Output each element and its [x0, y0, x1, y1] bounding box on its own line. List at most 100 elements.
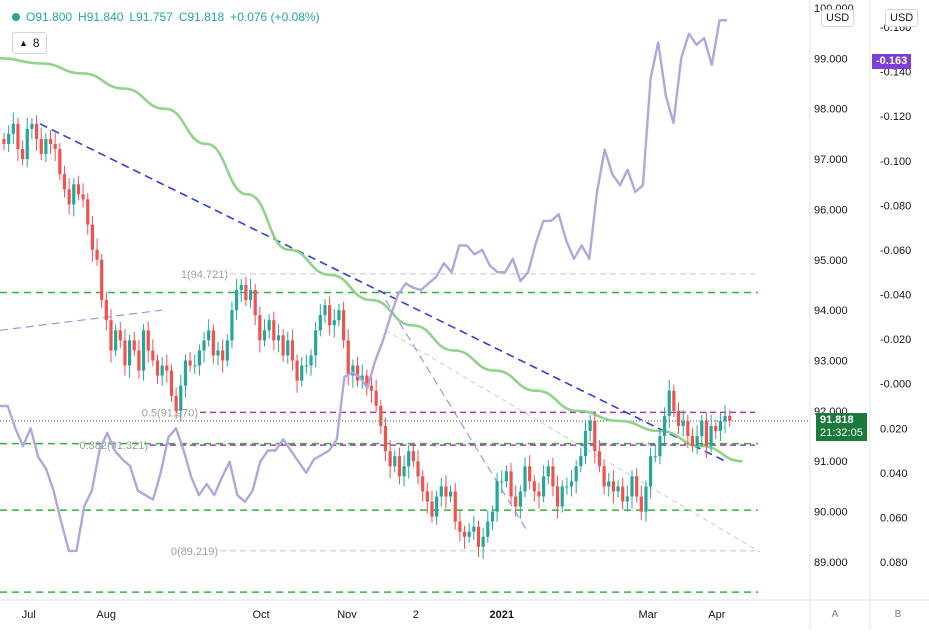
candle-body	[244, 284, 248, 301]
candle	[137, 339, 141, 379]
candle	[379, 399, 383, 435]
candle	[579, 447, 583, 473]
candle-body	[593, 420, 597, 452]
candle	[197, 344, 201, 376]
candle	[597, 440, 602, 473]
candle-body	[21, 149, 25, 160]
candle	[718, 412, 722, 442]
candle-body	[332, 320, 336, 326]
candle-body	[174, 395, 178, 411]
right-currency-badge[interactable]: USD	[885, 9, 919, 27]
candle-body	[528, 466, 532, 482]
candle-body	[630, 476, 634, 497]
candle	[416, 450, 420, 485]
ohlc-legend: O91.800 H91.840 L91.757 C91.818 +0.076 (…	[8, 6, 324, 28]
secondary-scale-button[interactable]: B	[894, 608, 902, 620]
fib-level-label: 1(94.721)	[181, 269, 228, 281]
left-currency-badge[interactable]: USD	[821, 9, 855, 27]
time-tick-label: 2	[413, 609, 419, 621]
candle-body	[402, 466, 406, 477]
candle-body	[44, 138, 48, 155]
candle-body	[253, 290, 257, 316]
candle	[211, 324, 215, 364]
candle	[500, 470, 504, 494]
candle-body	[709, 425, 713, 447]
candle-body	[555, 486, 560, 507]
candle	[221, 339, 225, 373]
price-tick-label: 95.000	[814, 255, 848, 267]
price-tick-label: 96.000	[814, 204, 848, 216]
trend-line-faint	[385, 329, 761, 553]
candle-body	[421, 476, 425, 492]
candle-body	[644, 486, 648, 512]
spread-tick-label: -0.080	[880, 200, 911, 212]
candle-body	[272, 320, 276, 341]
candle-body	[225, 340, 229, 361]
candle	[658, 430, 662, 465]
candle	[490, 505, 495, 530]
candle	[207, 319, 211, 347]
candle	[155, 354, 160, 384]
candle-body	[667, 390, 671, 416]
candle-body	[653, 456, 657, 458]
candle	[560, 480, 564, 513]
candle-body	[565, 486, 569, 488]
change-value: +0.076 (+0.08%)	[230, 10, 320, 24]
auto-scale-button[interactable]: A	[831, 608, 839, 620]
candle-body	[407, 451, 411, 467]
low-value: L91.757	[129, 10, 173, 24]
candle-body	[635, 476, 639, 497]
candle	[300, 356, 304, 387]
candle	[546, 460, 550, 485]
candle-body	[546, 466, 550, 477]
candle-body	[435, 496, 439, 517]
candle-body	[560, 486, 564, 507]
candle	[67, 178, 71, 215]
candle	[295, 354, 299, 393]
candle-body	[132, 340, 136, 351]
spread-tick-label: -0.140	[880, 67, 911, 79]
candle	[462, 525, 467, 549]
candle	[314, 321, 318, 368]
candle	[160, 356, 164, 386]
candle-body	[211, 330, 215, 356]
candle-body	[690, 436, 695, 447]
interval-selector[interactable]: ▲ 8	[12, 32, 47, 54]
candle	[109, 309, 113, 363]
candle	[514, 485, 518, 517]
candle-body	[700, 420, 704, 437]
candle	[528, 455, 532, 490]
candle	[723, 404, 727, 434]
candle-body	[104, 300, 108, 321]
candle-body	[574, 466, 578, 482]
candle	[76, 175, 81, 201]
candle-body	[495, 481, 499, 512]
spread-tick-label: 0.040	[880, 468, 908, 480]
candle-body	[86, 199, 90, 225]
candle	[244, 276, 248, 307]
candle-body	[183, 360, 188, 386]
candle-body	[476, 526, 481, 547]
candle	[714, 419, 718, 440]
candle-body	[216, 350, 220, 356]
candle	[504, 465, 509, 488]
candle-body	[649, 456, 653, 487]
candle	[695, 424, 699, 455]
trend-line-secondary	[385, 299, 529, 533]
spread-tick-label: -0.000	[880, 379, 911, 391]
candle-body	[100, 259, 104, 301]
spread-tick-label: 0.080	[880, 557, 908, 569]
candle	[58, 142, 62, 181]
candle-body	[397, 456, 402, 477]
candle-body	[383, 425, 388, 452]
candle	[262, 319, 267, 347]
candle-body	[672, 390, 676, 411]
candle-body	[314, 330, 318, 356]
candle-body	[309, 355, 313, 366]
candle	[616, 480, 620, 498]
candle	[165, 354, 169, 383]
candle	[169, 364, 174, 402]
trend-lines	[0, 123, 810, 553]
